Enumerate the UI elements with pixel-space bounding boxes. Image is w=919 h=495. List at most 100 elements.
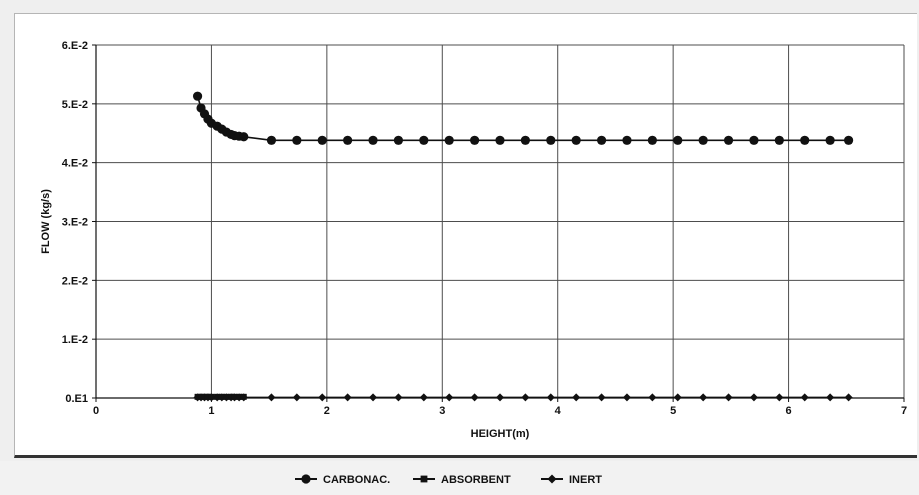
y-tick-label-6: 6.E-2	[62, 40, 88, 52]
data-point	[228, 393, 235, 400]
data-point	[597, 393, 606, 402]
x-tick-label-6: 6	[786, 405, 792, 417]
plot-area-panel	[14, 13, 917, 458]
data-point	[622, 135, 632, 145]
x-tick-label-4: 4	[555, 405, 562, 417]
x-tick-label-5: 5	[670, 405, 676, 417]
data-point	[723, 135, 734, 145]
data-point	[368, 135, 378, 145]
y-tick-label-3: 3.E-2	[62, 217, 88, 229]
data-point	[236, 393, 243, 400]
data-point	[343, 393, 352, 402]
data-point	[571, 135, 581, 145]
data-point	[231, 393, 238, 400]
data-point	[596, 135, 607, 145]
y-tick-label-5: 5.E-2	[62, 99, 88, 111]
data-point	[825, 135, 835, 145]
series	[192, 91, 854, 402]
series-inert	[193, 393, 853, 402]
data-point	[470, 393, 479, 402]
x-tick-label-2: 2	[324, 405, 330, 417]
data-point	[826, 393, 835, 402]
data-point	[223, 393, 230, 400]
legend-label: INERT	[569, 474, 602, 486]
data-point	[419, 135, 429, 145]
y-tick-label-1: 1.E-2	[62, 334, 88, 346]
legend-marker	[301, 474, 311, 484]
x-tick-label-3: 3	[439, 405, 445, 417]
grid	[96, 44, 905, 398]
data-point	[292, 135, 302, 145]
data-point	[800, 135, 810, 145]
data-point	[622, 393, 631, 402]
data-point	[240, 393, 247, 400]
data-point	[444, 135, 454, 145]
data-point	[774, 135, 784, 145]
data-point	[843, 135, 854, 145]
data-point	[647, 135, 657, 145]
data-point	[266, 135, 277, 145]
data-point	[267, 393, 276, 402]
data-point	[698, 135, 708, 145]
data-point	[318, 393, 327, 402]
y-tick-label-4: 4.E-2	[62, 158, 88, 170]
legend-item-1: ABSORBENT	[413, 474, 511, 486]
x-axis-title: HEIGHT(m)	[471, 428, 530, 440]
data-point	[292, 393, 301, 402]
data-point	[800, 393, 809, 402]
data-point	[546, 393, 555, 402]
legend-panel	[0, 461, 919, 495]
data-point	[470, 135, 480, 145]
data-point	[673, 393, 682, 402]
data-point	[208, 393, 215, 400]
data-point	[204, 393, 211, 400]
legend-marker	[420, 475, 428, 483]
data-point	[844, 393, 853, 402]
legend-item-2: INERT	[541, 474, 602, 486]
data-point	[214, 393, 221, 400]
x-tick-label-7: 7	[901, 405, 907, 417]
data-point	[495, 135, 505, 145]
data-point	[520, 135, 530, 145]
legend-marker	[547, 474, 557, 484]
data-point	[369, 393, 378, 402]
data-point	[648, 393, 657, 402]
axes	[92, 44, 905, 402]
data-point	[673, 135, 683, 145]
series-line	[196, 95, 849, 142]
data-point	[419, 393, 428, 402]
series-absorbent	[194, 393, 247, 400]
data-point	[749, 393, 758, 402]
legend: CARBONAC. ABSORBENT INERT	[295, 474, 602, 486]
data-point	[317, 135, 327, 145]
data-point	[192, 91, 203, 101]
legend-label: CARBONAC.	[323, 474, 390, 486]
data-point	[572, 393, 581, 402]
data-point	[343, 135, 353, 145]
data-point	[201, 393, 208, 400]
data-point	[496, 393, 504, 402]
series-carbonac	[192, 91, 854, 145]
data-point	[546, 135, 556, 145]
y-axis-title: FLOW (kg/s)	[40, 189, 52, 254]
x-tick-label-1: 1	[208, 405, 214, 417]
data-point	[218, 393, 225, 400]
data-point	[394, 393, 403, 402]
y-tick-label-2: 2.E-2	[62, 275, 88, 287]
tick-labels: 0 1 2 3 4 5 6 7 0.E1 1.E-2 2.E-2 3.E-2 4.E-2 5.E-2 6.E…	[62, 40, 907, 417]
data-point	[194, 393, 201, 400]
data-point	[699, 393, 708, 402]
legend-item-0: CARBONAC.	[295, 474, 390, 486]
data-point	[521, 393, 530, 402]
data-point	[724, 393, 733, 402]
data-point	[239, 132, 249, 142]
data-point	[749, 135, 759, 145]
data-point	[445, 393, 454, 402]
x-tick-label-0: 0	[93, 405, 99, 417]
data-point	[198, 393, 205, 400]
data-point	[393, 135, 404, 145]
y-tick-label-0: 0.E1	[65, 393, 88, 405]
legend-label: ABSORBENT	[441, 474, 511, 486]
